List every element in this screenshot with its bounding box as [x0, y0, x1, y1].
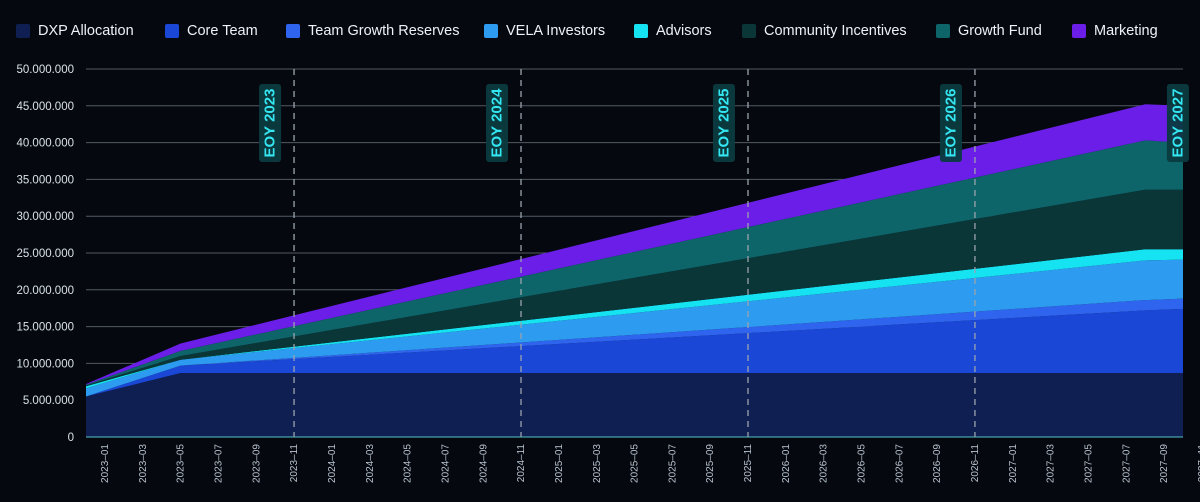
- eoy-label: EOY 2023: [262, 89, 279, 158]
- legend-swatch: [936, 24, 950, 38]
- x-tick-label: 2025–01: [554, 444, 565, 483]
- x-tick-label: 2024–11: [516, 444, 527, 483]
- legend-label: Growth Fund: [958, 23, 1042, 39]
- x-tick-label: 2024–05: [403, 444, 414, 483]
- legend-item-team-growth-reserves[interactable]: Team Growth Reserves: [286, 20, 460, 42]
- x-tick-label: 2023–07: [213, 444, 224, 483]
- area-community-incentives: [86, 189, 1183, 387]
- x-tick-label: 2023–05: [176, 444, 187, 483]
- legend-item-advisors[interactable]: Advisors: [634, 20, 712, 42]
- legend-label: Marketing: [1094, 23, 1158, 39]
- eoy-label: EOY 2026: [942, 89, 959, 158]
- eoy-label-box: [712, 84, 735, 162]
- eoy-label: EOY 2025: [715, 89, 732, 158]
- x-tick-label: 2026–03: [819, 444, 830, 483]
- x-tick-label: 2023–01: [100, 444, 111, 483]
- area-vela-investors: [86, 259, 1183, 397]
- legend-label: Core Team: [187, 23, 258, 39]
- eoy-label: EOY 2024: [489, 88, 506, 158]
- legend-swatch: [634, 24, 648, 38]
- legend-item-core-team[interactable]: Core Team: [165, 20, 258, 42]
- area-marketing: [86, 104, 1183, 385]
- x-tick-label: 2025–05: [630, 444, 641, 483]
- x-tick-label: 2027–03: [1046, 444, 1057, 483]
- eoy-label-box: [1166, 84, 1189, 162]
- y-tick-label: 5.000.000: [23, 395, 74, 407]
- x-tick-label: 2026–07: [894, 444, 905, 483]
- legend-label: Advisors: [656, 23, 712, 39]
- legend-swatch: [484, 24, 498, 38]
- area-growth-fund: [86, 140, 1183, 386]
- y-tick-label: 50.000.000: [16, 64, 74, 76]
- x-tick-label: 2025–07: [667, 444, 678, 483]
- x-tick-label: 2023–03: [138, 444, 149, 483]
- y-tick-label: 10.000.000: [16, 358, 74, 370]
- y-tick-label: 15.000.000: [16, 322, 74, 334]
- x-tick-label: 2027–01: [1008, 444, 1019, 483]
- eoy-label-box: [259, 84, 282, 162]
- x-tick-label: 2024–09: [478, 444, 489, 483]
- legend-swatch: [165, 24, 179, 38]
- y-tick-label: 40.000.000: [16, 138, 74, 150]
- y-tick-label: 35.000.000: [16, 174, 74, 186]
- x-tick-label: 2026–05: [857, 444, 868, 483]
- y-tick-label: 30.000.000: [16, 211, 74, 223]
- y-tick-label: 25.000.000: [16, 248, 74, 260]
- area-team-growth-reserves: [86, 298, 1183, 397]
- area-core-team: [86, 308, 1183, 397]
- y-tick-label: 20.000.000: [16, 285, 74, 297]
- x-tick-label: 2024–01: [327, 444, 338, 483]
- x-tick-label: 2024–07: [440, 444, 451, 483]
- legend-label: Team Growth Reserves: [308, 23, 460, 39]
- x-tick-label: 2025–09: [705, 444, 716, 483]
- legend-label: Community Incentives: [764, 23, 907, 39]
- x-tick-label: 2027–05: [1084, 444, 1095, 483]
- area-advisors: [86, 249, 1183, 389]
- legend-item-growth-fund[interactable]: Growth Fund: [936, 20, 1042, 42]
- x-tick-label: 2026–11: [970, 444, 981, 483]
- x-tick-label: 2027–09: [1159, 444, 1170, 483]
- area-dxp-allocation: [86, 373, 1183, 437]
- x-tick-label: 2025–03: [592, 444, 603, 483]
- x-tick-label: 2027–07: [1121, 444, 1132, 483]
- chart-legend: DXP Allocation Core Team Team Growth Reser…: [16, 20, 1191, 42]
- x-tick-label: 2024–03: [365, 444, 376, 483]
- legend-label: VELA Investors: [506, 23, 606, 39]
- y-tick-label: 0: [68, 432, 74, 444]
- x-tick-label: 2023–11: [289, 444, 300, 483]
- legend-swatch: [286, 24, 300, 38]
- legend-item-community-incentives[interactable]: Community Incentives: [742, 20, 907, 42]
- legend-item-marketing[interactable]: Marketing: [1072, 20, 1158, 42]
- legend-item-dxp-allocation[interactable]: DXP Allocation: [16, 20, 134, 42]
- eoy-label-box: [486, 84, 509, 162]
- legend-swatch: [16, 24, 30, 38]
- x-tick-label: 2027–11: [1197, 444, 1200, 483]
- legend-item-vela-investors[interactable]: VELA Investors: [484, 20, 605, 42]
- x-tick-label: 2026–01: [781, 444, 792, 483]
- legend-label: DXP Allocation: [38, 23, 134, 39]
- legend-swatch: [1072, 24, 1086, 38]
- eoy-label: EOY 2027: [1169, 89, 1186, 158]
- eoy-label-box: [939, 84, 962, 162]
- y-tick-label: 45.000.000: [16, 101, 74, 113]
- x-tick-label: 2025–11: [743, 444, 754, 483]
- x-tick-label: 2023–09: [251, 444, 262, 483]
- x-tick-label: 2026–09: [932, 444, 943, 483]
- legend-swatch: [742, 24, 756, 38]
